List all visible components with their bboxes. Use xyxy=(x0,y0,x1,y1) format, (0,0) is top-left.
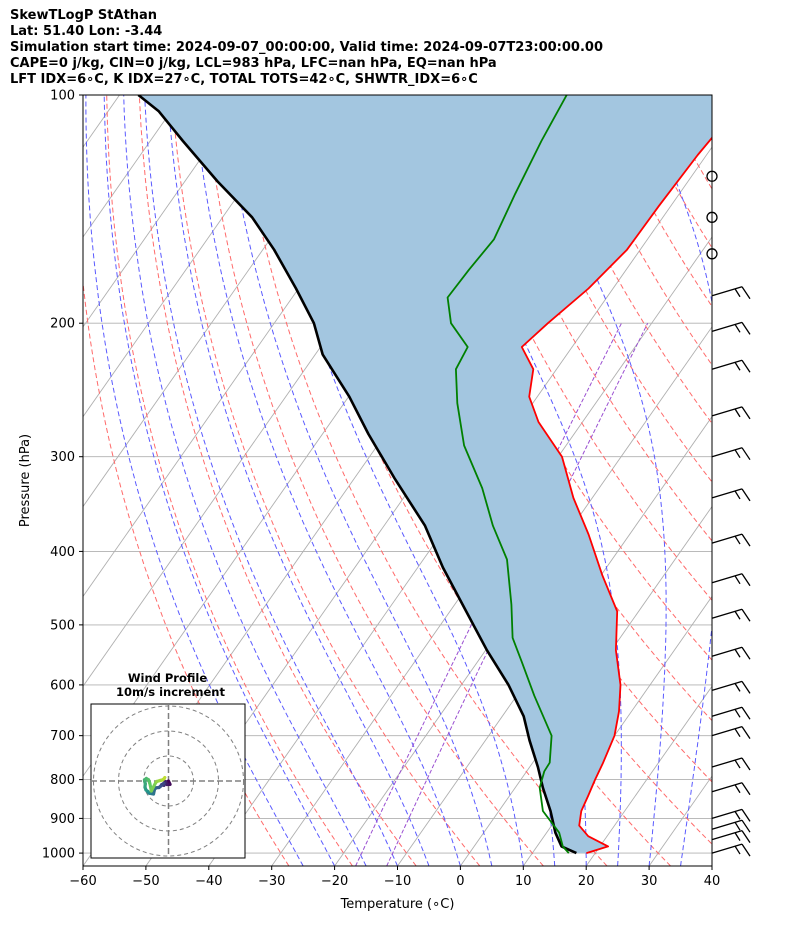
x-tick-label: −10 xyxy=(384,874,411,889)
x-axis-label: Temperature (∘C) xyxy=(340,897,455,912)
hodograph-segment xyxy=(149,780,158,793)
x-tick-label: −20 xyxy=(321,874,348,889)
y-tick-label: 800 xyxy=(50,773,75,788)
moist-adiabat-line xyxy=(711,863,712,866)
dry-adiabat-line xyxy=(204,95,544,866)
dry-adiabat-line xyxy=(236,95,608,866)
wind-barb xyxy=(711,680,751,694)
wind-barb xyxy=(711,608,751,622)
isotherm-line xyxy=(334,326,712,866)
wind-barb xyxy=(711,321,751,335)
title-line-location: Lat: 51.40 Lon: -3.44 xyxy=(10,24,163,39)
moist-adiabat-line xyxy=(103,95,336,866)
wind-barb xyxy=(711,726,751,740)
isotherm-line xyxy=(83,95,246,328)
wind-barb xyxy=(711,830,751,844)
y-tick-label: 1000 xyxy=(42,847,75,862)
x-tick-label: −30 xyxy=(258,874,285,889)
moist-adiabat-line xyxy=(193,95,461,866)
title-line-cape: CAPE=0 j/kg, CIN=0 j/kg, LCL=983 hPa, LF… xyxy=(10,56,497,71)
isotherm-line xyxy=(397,415,712,866)
hodograph-subtitle: 10m/s increment xyxy=(116,685,225,699)
wind-barb xyxy=(711,488,751,502)
isotherm-line xyxy=(711,865,712,866)
y-tick-label: 400 xyxy=(50,545,75,560)
dry-adiabat-line xyxy=(106,95,353,866)
title-line-times: Simulation start time: 2024-09-07_00:00:… xyxy=(10,40,603,55)
x-tick-label: −40 xyxy=(195,874,222,889)
hodograph-segment xyxy=(162,775,167,781)
isotherm-line xyxy=(648,775,712,866)
moist-adiabat-line xyxy=(223,95,493,866)
wind-barb xyxy=(711,706,751,720)
moist-adiabat-line xyxy=(85,95,304,866)
x-tick-label: 0 xyxy=(456,874,464,889)
chart-header: SkewTLogP StAthan Lat: 51.40 Lon: -3.44 … xyxy=(10,8,603,88)
dry-adiabat-line xyxy=(726,95,794,866)
dry-adiabat-line xyxy=(83,278,290,866)
wind-barb xyxy=(711,808,751,822)
dry-adiabat-line xyxy=(529,95,712,425)
moist-adiabat-line xyxy=(167,95,430,866)
y-tick-label: 700 xyxy=(50,729,75,744)
wind-barb xyxy=(711,819,751,833)
wind-barb xyxy=(711,406,751,420)
cin-shaded-area xyxy=(138,95,712,854)
moist-adiabat-line xyxy=(123,95,367,866)
wind-barb xyxy=(711,843,751,857)
x-tick-label: 20 xyxy=(578,874,595,889)
wind-barb xyxy=(711,757,751,771)
y-tick-label: 600 xyxy=(50,678,75,693)
x-tick-label: −60 xyxy=(69,874,96,889)
moist-adiabat-line xyxy=(259,95,524,866)
y-axis-label: Pressure (hPa) xyxy=(18,434,33,527)
y-tick-label: 200 xyxy=(50,317,75,332)
y-tick-label: 100 xyxy=(50,89,75,104)
wind-barb xyxy=(711,286,751,300)
dry-adiabat-line xyxy=(138,95,417,866)
wind-barb xyxy=(711,782,751,796)
isotherm-line xyxy=(83,95,309,418)
dry-adiabat-line xyxy=(171,95,481,866)
dry-adiabat-line xyxy=(758,95,794,866)
hodograph-title: Wind Profile xyxy=(128,671,208,685)
mixing-ratio-line xyxy=(386,322,649,866)
wind-barb xyxy=(706,170,718,182)
y-tick-label: 900 xyxy=(50,812,75,827)
title-line-indices: LFT IDX=6∘C, K IDX=27∘C, TOTAL TOTS=42∘C… xyxy=(10,72,478,87)
x-tick-label: 10 xyxy=(515,874,532,889)
x-tick-label: 40 xyxy=(704,874,721,889)
dry-adiabat-line xyxy=(692,95,712,131)
dry-adiabat-line xyxy=(660,95,712,190)
moist-adiabat-line xyxy=(144,95,398,866)
isotherm-line xyxy=(83,95,183,238)
title-line-station: SkewTLogP StAthan xyxy=(10,8,158,23)
wind-barb xyxy=(706,248,718,260)
wind-barb xyxy=(711,359,751,373)
x-tick-label: 30 xyxy=(641,874,658,889)
isotherm-line xyxy=(585,685,712,866)
wind-barb xyxy=(711,573,751,587)
wind-barb xyxy=(711,646,751,660)
dry-adiabat-line xyxy=(432,95,712,602)
y-tick-label: 300 xyxy=(50,450,75,465)
x-tick-label: −50 xyxy=(132,874,159,889)
wind-barb xyxy=(706,211,718,223)
wind-barb xyxy=(711,533,751,547)
temperature-line xyxy=(520,136,712,854)
y-tick-label: 500 xyxy=(50,618,75,633)
parcel-profile-line xyxy=(137,95,577,855)
dewpoint-line xyxy=(446,95,570,854)
wind-barb xyxy=(711,447,751,461)
